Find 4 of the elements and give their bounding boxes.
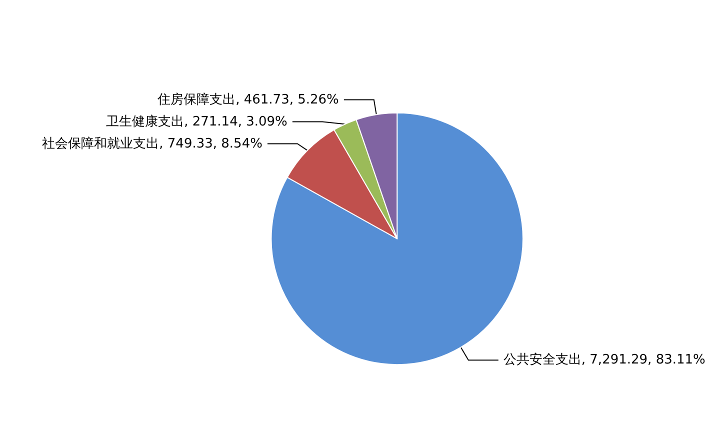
- slice-label: 社会保障和就业支出, 749.33, 8.54%: [42, 136, 262, 152]
- slice-label: 住房保障支出, 461.73, 5.26%: [156, 91, 339, 108]
- slice-label: 公共安全支出, 7,291.29, 83.11%: [503, 352, 706, 368]
- slice-label: 卫生健康支出, 271.14, 3.09%: [106, 114, 288, 130]
